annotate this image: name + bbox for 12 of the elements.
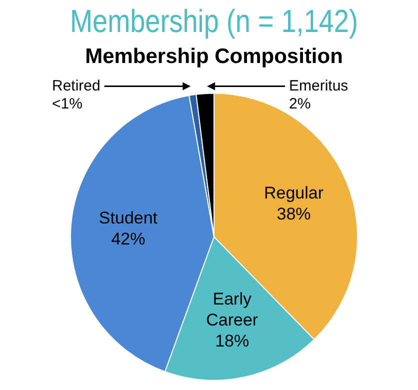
data-label: 38% <box>276 204 311 224</box>
slice-label: Emeritus <box>289 77 348 94</box>
slice-label: Early Career <box>206 290 258 330</box>
data-label: 42% <box>111 229 146 248</box>
slice-label: Retired <box>52 77 100 94</box>
chart-subtitle: Membership Composition <box>85 44 343 68</box>
slice-label: Regular <box>264 184 324 203</box>
chart-title: Membership (n = 1,142) <box>70 4 358 40</box>
data-label: <1% <box>52 95 82 112</box>
slice-label: Student <box>98 208 158 228</box>
data-label: 18% <box>215 332 250 351</box>
data-label: 2% <box>289 95 311 112</box>
